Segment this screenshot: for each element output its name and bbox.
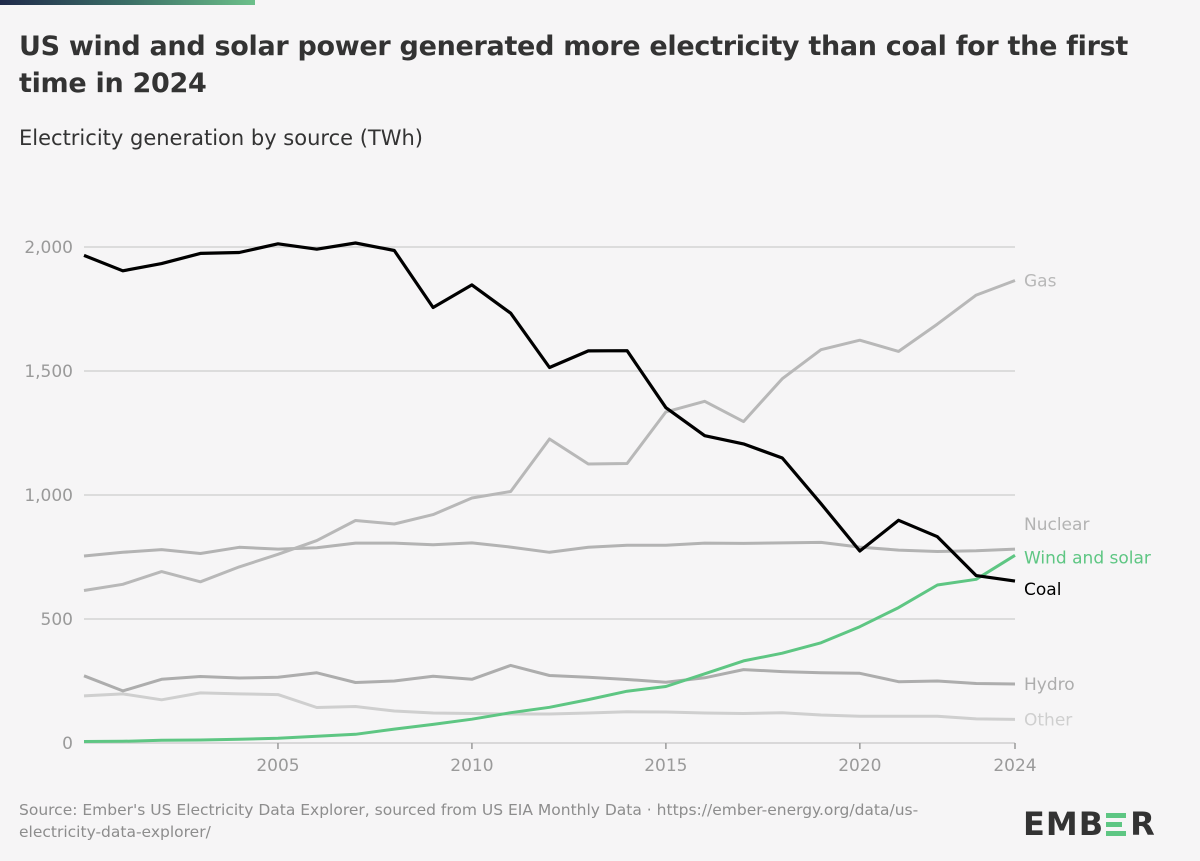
series-line-other xyxy=(83,691,1016,721)
y-tick-label: 0 xyxy=(62,734,73,754)
series-line-coal xyxy=(83,241,1016,583)
series-line-gas xyxy=(83,279,1016,592)
series-label-coal: Coal xyxy=(1024,580,1061,600)
y-tick-label: 2,000 xyxy=(24,238,73,258)
x-tick-label: 2015 xyxy=(644,756,687,776)
x-tick-label: 2005 xyxy=(256,756,299,776)
series-label-other: Other xyxy=(1024,710,1072,730)
ember-logo: EMB R xyxy=(1023,805,1156,843)
x-tick-label: 2020 xyxy=(838,756,881,776)
series-label-gas: Gas xyxy=(1024,271,1057,291)
series-label-wind-and-solar: Wind and solar xyxy=(1024,548,1151,568)
x-tick-label: 2010 xyxy=(450,756,493,776)
series-label-nuclear: Nuclear xyxy=(1024,515,1089,535)
y-tick-label: 500 xyxy=(41,610,73,630)
chart-title: US wind and solar power generated more e… xyxy=(19,31,1128,99)
logo-text-right: R xyxy=(1130,805,1156,843)
series-label-hydro: Hydro xyxy=(1024,675,1075,695)
chart-subtitle: Electricity generation by source (TWh) xyxy=(19,126,424,150)
logo-text-left: EMB xyxy=(1023,805,1105,843)
logo-e-icon xyxy=(1106,811,1128,837)
series-line-wind-and-solar xyxy=(83,554,1016,743)
y-tick-label: 1,500 xyxy=(24,362,73,382)
series-line-hydro xyxy=(83,663,1016,693)
source-note: Source: Ember's US Electricity Data Expl… xyxy=(19,801,919,841)
y-tick-label: 1,000 xyxy=(24,486,73,506)
series-line-nuclear xyxy=(83,540,1016,558)
brand-accent-bar xyxy=(0,0,255,5)
x-tick-label: 2024 xyxy=(993,756,1036,776)
